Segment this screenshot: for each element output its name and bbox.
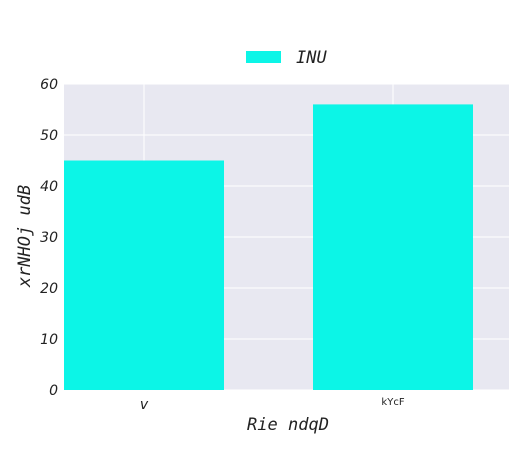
y-tick-label: 10 <box>40 332 58 348</box>
y-tick-label: 40 <box>40 179 58 195</box>
y-tick-label: 50 <box>40 128 58 144</box>
x-tick-label: kYcF <box>381 397 404 408</box>
bar-kYcF <box>313 104 473 391</box>
y-tick-label: 60 <box>40 77 58 93</box>
bar-v <box>64 160 224 390</box>
x-tick-labels: v kYcF <box>140 397 405 413</box>
legend-swatch <box>246 51 281 63</box>
legend: INU <box>246 48 327 68</box>
y-tick-label: 20 <box>40 281 58 297</box>
y-tick-label: 30 <box>40 230 58 246</box>
y-tick-label: 0 <box>49 383 58 399</box>
x-tick-label: v <box>140 397 149 413</box>
y-tick-labels: 0 10 20 30 40 50 60 <box>40 77 58 399</box>
y-axis-label: xrNHOj udB <box>15 185 35 288</box>
legend-label: INU <box>296 48 327 68</box>
bars <box>64 104 473 391</box>
x-axis-label: Rie ndqD <box>247 415 329 435</box>
